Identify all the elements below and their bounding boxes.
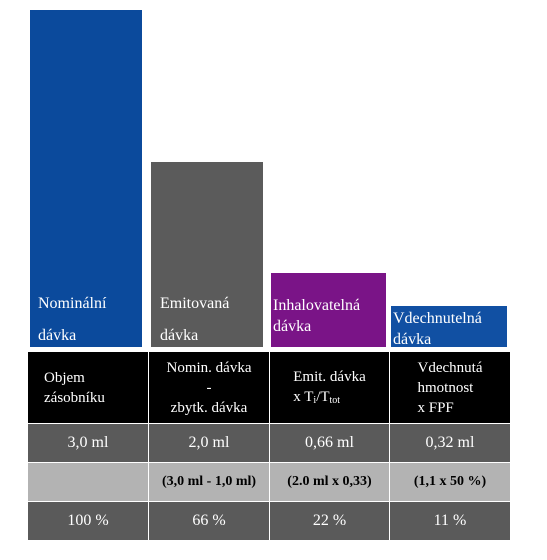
volume-cell: 2,0 ml <box>148 424 269 462</box>
bar-label-nominal: Nominální dávka <box>38 292 106 347</box>
table-row-percentage: 100 % 66 % 22 % 11 % <box>28 502 510 540</box>
header-nominal-line2: - <box>206 379 212 396</box>
header-inhaled-mass-fpf: Vdechnutá hmotnost x FPF <box>389 352 510 423</box>
header-inhaled-line2: hmotnost <box>417 379 474 396</box>
bar-label-respirable: Vdechnutelná dávka <box>393 308 482 350</box>
bar-respirable-dose <box>391 306 507 347</box>
volume-cell: 0,66 ml <box>269 424 389 462</box>
volume-cell: 0,32 ml <box>389 424 510 462</box>
bar-label-respirable-line2: dávka <box>393 331 432 348</box>
header-nominal-line1: Nomin. dávka <box>166 359 252 376</box>
header-reservoir-line2: zásobníku <box>44 389 105 406</box>
header-reservoir-line1: Objem <box>44 369 85 386</box>
percentage-cell: 22 % <box>269 502 389 540</box>
calc-cell: (2.0 ml x 0,33) <box>269 463 389 501</box>
table-header-row: Objem zásobníku Nomin. dávka - zbytk. dávka… <box>28 352 510 423</box>
table-row-volume: 3,0 ml 2,0 ml 0,66 ml 0,32 ml <box>28 424 510 462</box>
header-emitted-times-ratio: Emit. dávka x Ti/Ttot <box>269 352 389 423</box>
bar-label-inhalable: Inhalovatelná dávka <box>273 295 360 337</box>
table-row-calculation: (3,0 ml - 1,0 ml) (2.0 ml x 0,33) (1,1 x… <box>28 463 510 501</box>
bar-label-emitted-line2: dávka <box>160 327 199 344</box>
header-inhaled-line3: x FPF <box>417 399 454 416</box>
bar-label-emitted-line1: Emitovaná <box>160 295 230 312</box>
header-emitted-line2: x Ti/Ttot <box>293 387 365 409</box>
percentage-cell: 11 % <box>389 502 510 540</box>
bar-label-inhalable-line2: dávka <box>273 318 312 335</box>
bar-inhalable-dose <box>271 273 386 347</box>
bar-label-inhalable-line1: Inhalovatelná <box>273 297 361 314</box>
header-emitted-line1: Emit. dávka <box>293 368 366 385</box>
header-nominal-minus-residual: Nomin. dávka - zbytk. dávka <box>148 352 269 423</box>
bar-label-nominal-line2: dávka <box>38 327 77 344</box>
header-inhaled-line1: Vdechnutá <box>417 359 483 376</box>
header-reservoir-volume: Objem zásobníku <box>28 352 148 423</box>
bar-label-respirable-line1: Vdechnutelná <box>393 310 482 327</box>
bar-label-emitted: Emitovaná dávka <box>160 292 229 347</box>
header-emitted-sub-tot: tot <box>329 394 341 406</box>
percentage-cell: 100 % <box>67 512 109 529</box>
bar-label-nominal-line1: Nominální <box>38 295 107 312</box>
header-emitted-x-t: x T <box>293 388 314 405</box>
header-emitted-slash-t: /T <box>316 388 330 405</box>
volume-cell: 3,0 ml <box>67 434 109 451</box>
percentage-cell: 66 % <box>148 502 269 540</box>
bar-nominal-dose <box>30 10 142 347</box>
calc-cell <box>28 463 148 501</box>
bar-emitted-dose <box>151 162 263 347</box>
header-emitted-sub-i: i <box>313 394 317 406</box>
header-nominal-line3: zbytk. dávka <box>170 399 248 416</box>
calc-cell: (3,0 ml - 1,0 ml) <box>148 463 269 501</box>
calc-cell: (1,1 x 50 %) <box>389 463 510 501</box>
